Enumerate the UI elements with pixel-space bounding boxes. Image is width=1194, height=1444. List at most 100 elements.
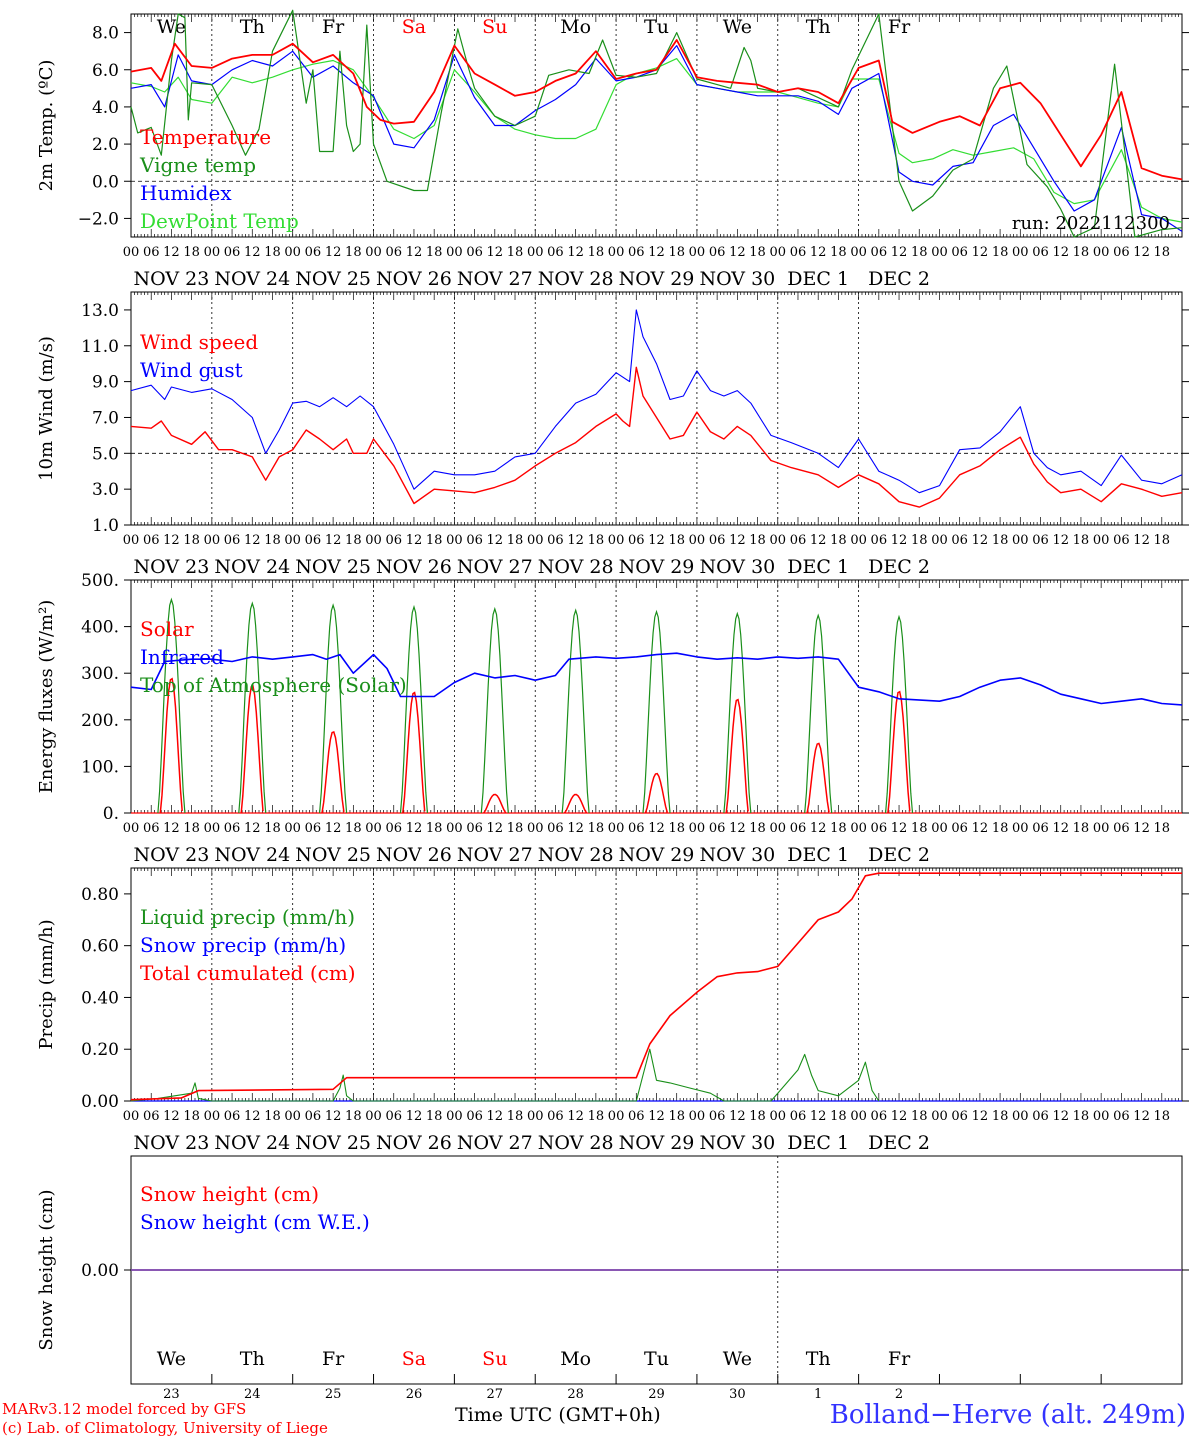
hour-tick-label: 00 [123, 821, 140, 836]
y-tick-label: 100. [81, 757, 119, 777]
legend-infrared: Infrared [140, 645, 224, 669]
hour-tick-label: 00 [527, 245, 544, 260]
hour-tick-label: 06 [305, 533, 322, 548]
weekday-label: Fr [322, 16, 345, 38]
hour-tick-label: 06 [143, 533, 160, 548]
hour-tick-label: 06 [628, 245, 645, 260]
date-label: NOV 30 [699, 844, 775, 866]
hour-tick-label: 12 [567, 821, 584, 836]
hour-tick-label: 18 [345, 533, 362, 548]
weekday-label-bottom: Fr [888, 1348, 911, 1370]
hour-tick-label: 18 [992, 533, 1009, 548]
hour-tick-label: 18 [1154, 533, 1171, 548]
hour-tick-label: 12 [972, 245, 989, 260]
hour-tick-label: 12 [891, 245, 908, 260]
hour-tick-label: 00 [1012, 533, 1029, 548]
hour-tick-label: 12 [972, 821, 989, 836]
hour-tick-label: 18 [1073, 821, 1090, 836]
legend-temperature: Temperature [140, 125, 271, 149]
hour-tick-label: 06 [951, 245, 968, 260]
hour-tick-label: 12 [729, 533, 746, 548]
hour-tick-label: 12 [406, 1109, 423, 1124]
legend-solar: Solar [140, 617, 194, 641]
hour-tick-label: 00 [365, 245, 382, 260]
day-number-label: 25 [325, 1387, 342, 1402]
hour-tick-label: 06 [385, 533, 402, 548]
weekday-label-bottom: We [157, 1348, 186, 1370]
date-label: NOV 25 [295, 268, 371, 290]
hour-tick-label: 00 [1093, 1109, 1110, 1124]
weekday-label: Su [482, 16, 507, 38]
date-label: DEC 1 [787, 268, 849, 290]
hour-tick-label: 00 [365, 821, 382, 836]
hour-tick-label: 00 [204, 533, 221, 548]
hour-tick-label: 00 [850, 1109, 867, 1124]
hour-tick-label: 00 [204, 1109, 221, 1124]
hour-tick-label: 06 [466, 245, 483, 260]
hour-tick-label: 12 [810, 1109, 827, 1124]
hour-tick-label: 06 [224, 533, 241, 548]
hour-tick-label: 18 [992, 1109, 1009, 1124]
hour-tick-label: 00 [931, 1109, 948, 1124]
day-number-label: 27 [487, 1387, 504, 1402]
hour-tick-label: 06 [385, 1109, 402, 1124]
hour-tick-label: 06 [224, 1109, 241, 1124]
legend-humidex: Humidex [140, 181, 232, 205]
hour-tick-label: 12 [972, 1109, 989, 1124]
date-label: NOV 24 [214, 1132, 290, 1154]
station-name: Bolland−Herve (alt. 249m) [829, 1400, 1186, 1430]
hour-tick-label: 18 [668, 245, 685, 260]
hour-tick-label: 18 [1073, 245, 1090, 260]
hour-tick-label: 06 [385, 821, 402, 836]
hour-tick-label: 00 [446, 1109, 463, 1124]
hour-tick-label: 06 [547, 533, 564, 548]
y-tick-label: 2.0 [92, 135, 119, 155]
hour-tick-label: 12 [1052, 821, 1069, 836]
hour-tick-label: 12 [406, 821, 423, 836]
series-liquid-precip [130, 1048, 880, 1102]
hour-tick-label: 12 [567, 245, 584, 260]
legend-vigne: Vigne temp [139, 153, 256, 177]
hour-tick-label: 18 [588, 1109, 605, 1124]
date-label: NOV 30 [699, 556, 775, 578]
date-label: NOV 30 [699, 268, 775, 290]
hour-tick-label: 00 [689, 821, 706, 836]
hour-tick-label: 18 [830, 245, 847, 260]
y-tick-label: 1.0 [92, 516, 119, 536]
day-number-label: 30 [729, 1387, 746, 1402]
legend-snow: Snow precip (mm/h) [140, 933, 346, 957]
hour-tick-label: 00 [769, 533, 786, 548]
hour-tick-label: 12 [1052, 1109, 1069, 1124]
hour-tick-label: 18 [588, 533, 605, 548]
hour-tick-label: 12 [325, 245, 342, 260]
panel-frame-wind [130, 291, 1183, 526]
hour-tick-label: 12 [1133, 1109, 1150, 1124]
hour-tick-label: 12 [891, 533, 908, 548]
series-solar [159, 677, 911, 814]
series-wind-speed [130, 366, 1183, 508]
date-label: NOV 25 [295, 1132, 371, 1154]
y-tick-label: 13.0 [81, 301, 119, 321]
y-tick-label: 4.0 [92, 98, 119, 118]
date-label: NOV 26 [376, 844, 452, 866]
hour-tick-label: 12 [567, 1109, 584, 1124]
hour-tick-label: 00 [608, 245, 625, 260]
hour-tick-label: 06 [951, 821, 968, 836]
hour-tick-label: 12 [406, 245, 423, 260]
hour-tick-label: 12 [810, 821, 827, 836]
hour-tick-label: 06 [871, 821, 888, 836]
hour-tick-label: 18 [507, 245, 524, 260]
hour-tick-label: 18 [426, 533, 443, 548]
hour-tick-label: 00 [123, 533, 140, 548]
hour-tick-label: 12 [163, 821, 180, 836]
y-tick-label: 200. [81, 711, 119, 731]
y-tick-label: 11.0 [81, 337, 119, 357]
series-total-cumulated [130, 872, 1182, 1101]
legend-toa: Top of Atmosphere (Solar) [140, 673, 407, 697]
weekday-label-bottom: We [723, 1348, 752, 1370]
hour-tick-label: 18 [426, 821, 443, 836]
hour-tick-label: 18 [830, 821, 847, 836]
hour-tick-label: 18 [1073, 533, 1090, 548]
hour-tick-label: 06 [466, 1109, 483, 1124]
